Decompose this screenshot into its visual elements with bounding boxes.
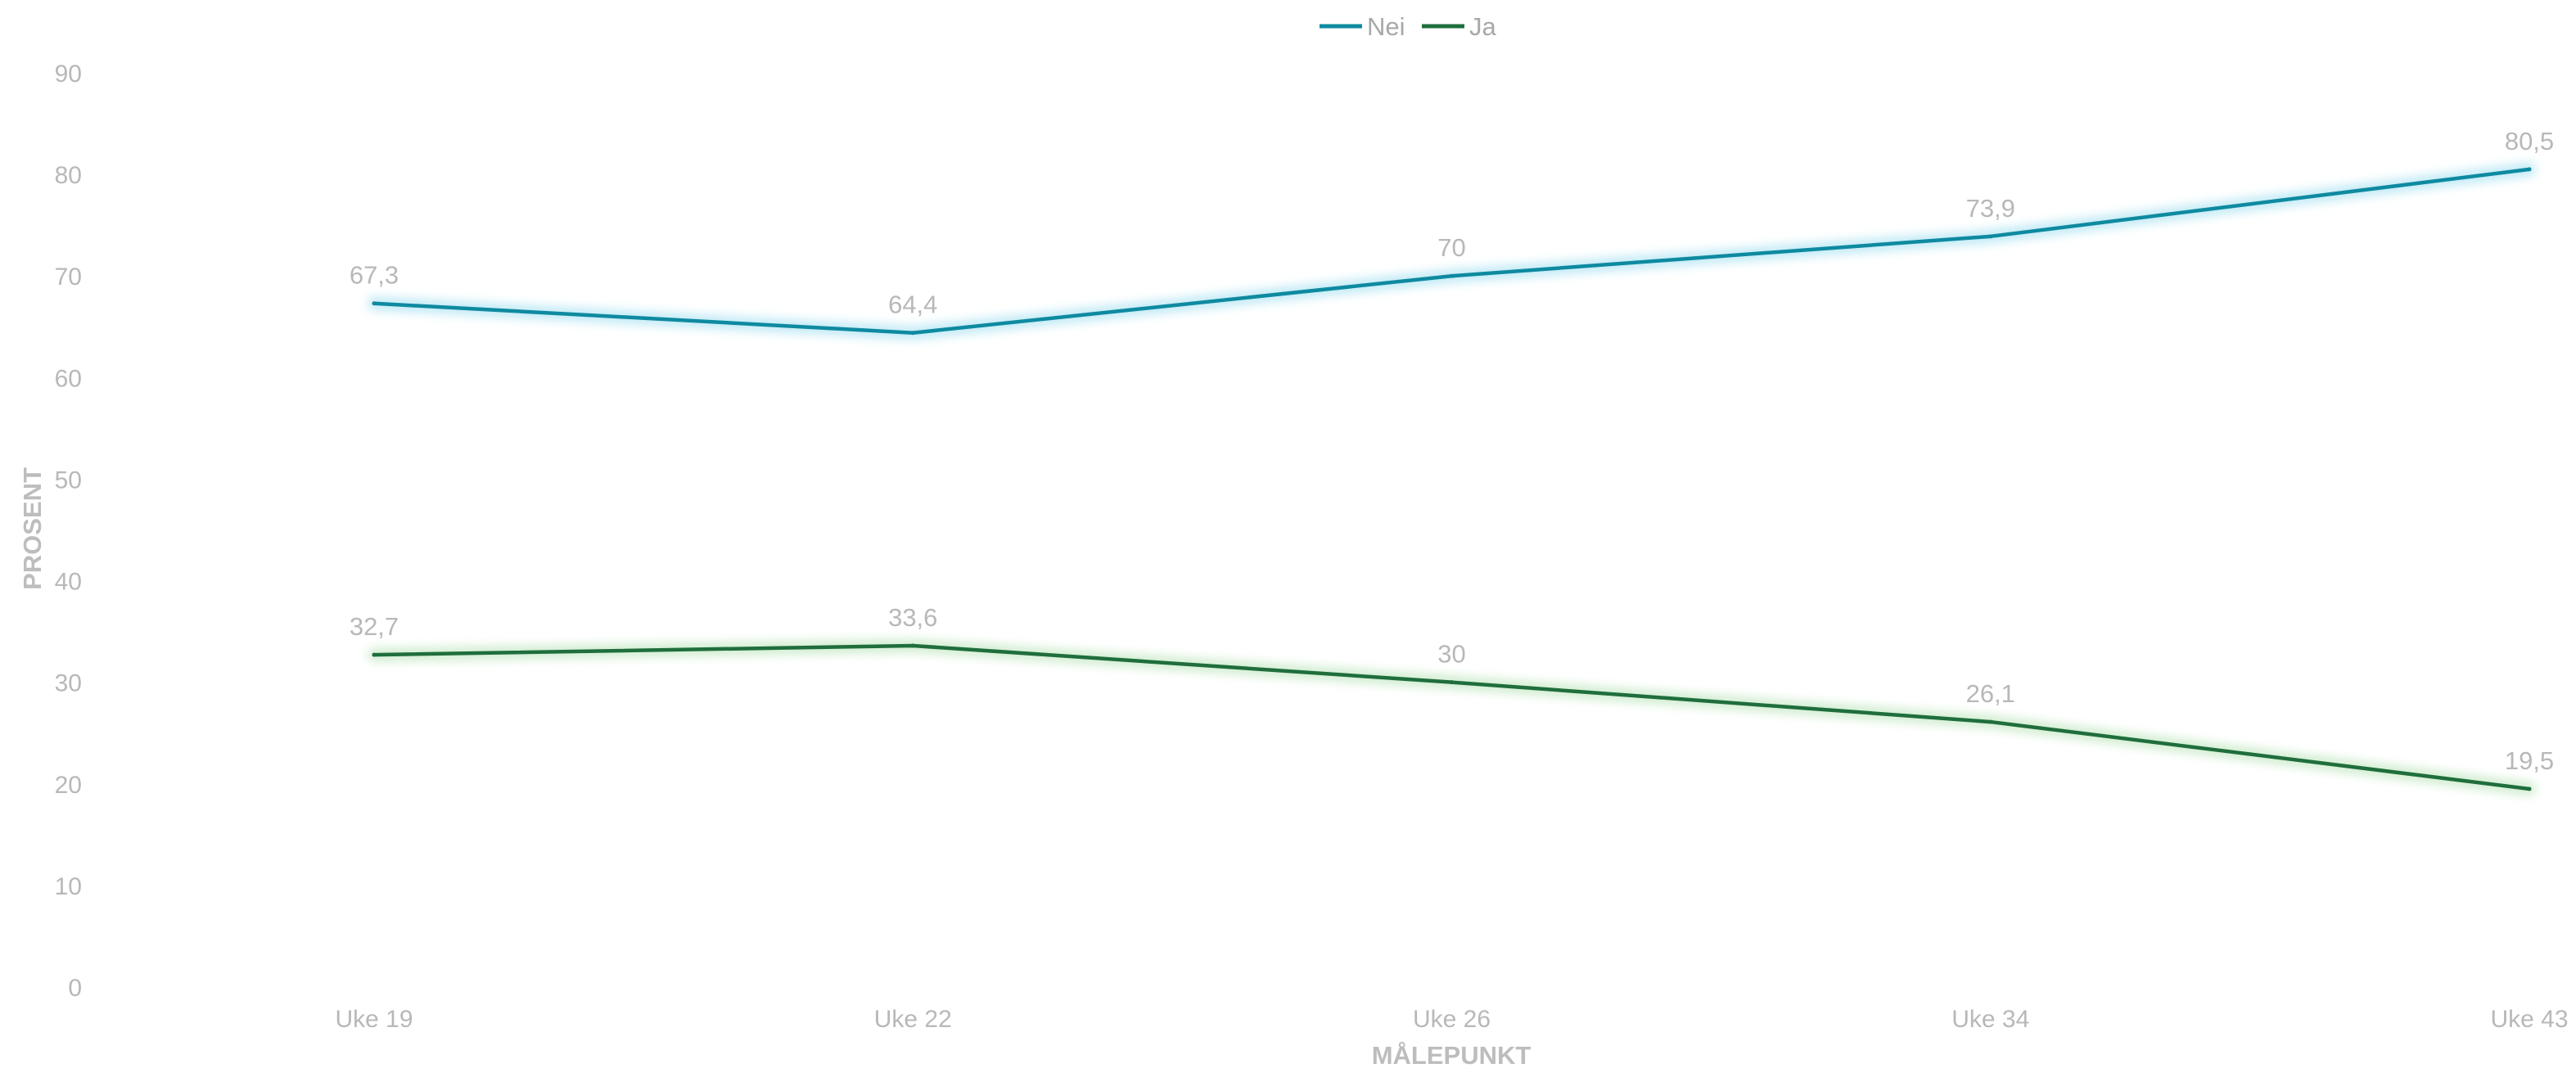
x-tick-label: Uke 22: [874, 1006, 952, 1033]
data-label-nei: 80,5: [2505, 127, 2554, 155]
x-tick-label: Uke 19: [335, 1006, 413, 1033]
data-label-ja: 33,6: [888, 603, 937, 632]
y-tick-label: 20: [55, 772, 82, 799]
data-label-nei: 73,9: [1966, 194, 2015, 223]
x-tick-label: Uke 43: [2490, 1006, 2568, 1033]
y-tick-label: 0: [68, 975, 82, 1002]
y-tick-label: 50: [55, 466, 82, 493]
x-axis-title: MÅLEPUNKT: [1372, 1041, 1532, 1068]
series-layer: 67,3 64,4 70 73,9 80,5 32,7 33,6 30 26,1 19,5: [350, 127, 2554, 795]
y-tick-label: 40: [55, 569, 82, 596]
legend-label-ja: Ja: [1469, 12, 1497, 41]
legend-label-nei: Nei: [1367, 12, 1405, 41]
legend: Nei Ja: [1320, 12, 1497, 41]
y-tick-label: 30: [55, 670, 82, 697]
data-label-ja: 30: [1437, 640, 1465, 669]
data-label-nei: 67,3: [350, 261, 399, 290]
y-tick-label: 80: [55, 162, 82, 189]
x-tick-label: Uke 34: [1951, 1006, 2029, 1033]
data-point-nei: [910, 331, 915, 336]
data-label-ja: 32,7: [350, 612, 399, 641]
data-label-nei: 70: [1437, 233, 1465, 262]
y-axis: 0 10 20 30 40 50 60 70 80 90: [55, 61, 82, 1002]
y-tick-label: 10: [55, 873, 82, 900]
y-tick-label: 70: [55, 264, 82, 291]
x-axis: Uke 19 Uke 22 Uke 26 Uke 34 Uke 43: [335, 1006, 2568, 1033]
y-tick-label: 90: [55, 61, 82, 88]
x-tick-label: Uke 26: [1413, 1006, 1491, 1033]
y-axis-title: PROSENT: [18, 467, 47, 590]
data-point-nei: [1988, 234, 1993, 239]
data-point-ja: [910, 643, 915, 648]
data-point-ja: [372, 652, 377, 657]
data-label-nei: 64,4: [888, 291, 937, 319]
data-point-ja: [1988, 719, 1993, 724]
data-point-ja: [2527, 786, 2532, 791]
data-label-ja: 19,5: [2505, 746, 2554, 775]
y-tick-label: 60: [55, 365, 82, 392]
data-label-ja: 26,1: [1966, 679, 2015, 708]
data-point-nei: [1450, 273, 1454, 278]
data-point-ja: [1450, 680, 1454, 685]
data-point-nei: [372, 301, 377, 306]
data-point-nei: [2527, 167, 2532, 172]
